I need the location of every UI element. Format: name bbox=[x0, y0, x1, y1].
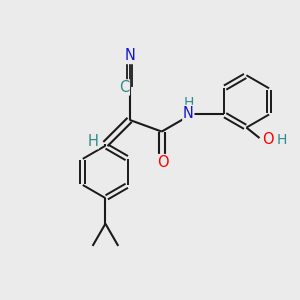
Text: C: C bbox=[119, 80, 129, 95]
Text: N: N bbox=[183, 106, 194, 121]
Text: H: H bbox=[277, 133, 287, 146]
Text: H: H bbox=[88, 134, 98, 148]
Text: N: N bbox=[124, 49, 135, 64]
Text: H: H bbox=[184, 96, 194, 110]
Text: O: O bbox=[262, 132, 274, 147]
Text: O: O bbox=[158, 154, 169, 169]
